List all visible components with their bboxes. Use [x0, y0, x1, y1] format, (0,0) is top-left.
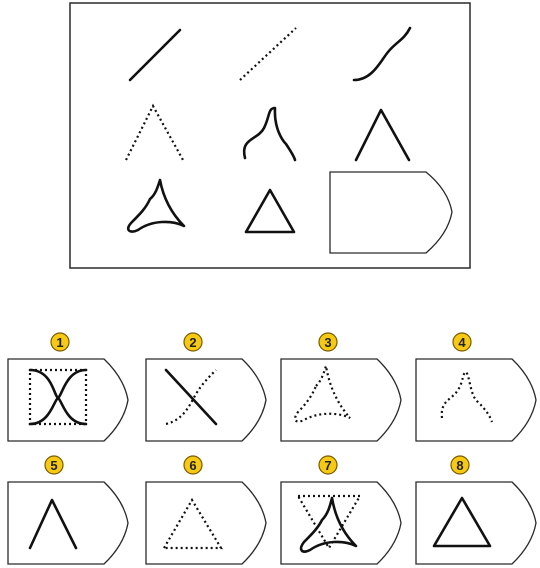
option-badge — [318, 455, 338, 475]
option-6[interactable]: 6 — [145, 455, 267, 565]
option-dotted-triangle — [162, 497, 223, 550]
option-2[interactable]: 2 — [145, 332, 267, 442]
option-badge — [450, 455, 470, 475]
option-tag — [7, 481, 129, 565]
cell-r2c2-curved-caret — [242, 106, 297, 162]
cell-r3c1-curved-triangle — [126, 178, 186, 233]
option-tag — [280, 358, 402, 442]
option-4[interactable]: 4 — [415, 332, 537, 442]
option-number: 8 — [456, 458, 463, 473]
option-tag — [415, 481, 537, 565]
option-badge — [183, 332, 203, 352]
option-dotted-curved-triangle — [294, 365, 351, 423]
option-5[interactable]: 5 — [7, 455, 129, 565]
answer-placeholder-tag — [329, 171, 453, 254]
cell-r1c1-solid-line — [128, 28, 182, 82]
option-dotted-curved-caret — [440, 370, 494, 423]
option-badge — [318, 332, 338, 352]
cell-r3c2-triangle — [244, 188, 296, 234]
cell-r1c3-curve — [352, 26, 412, 82]
option-number: 6 — [189, 458, 196, 473]
option-7[interactable]: 7 — [280, 455, 402, 565]
option-8[interactable]: 8 — [415, 455, 537, 565]
option-tag — [280, 481, 402, 565]
option-number: 1 — [56, 335, 63, 350]
option-badge — [44, 455, 64, 475]
option-dotted-inverted-triangle — [296, 494, 362, 551]
option-number: 4 — [458, 335, 466, 350]
option-solid-line — [164, 368, 218, 426]
option-3[interactable]: 3 — [280, 332, 402, 442]
option-curved-triangle — [299, 496, 358, 553]
option-tag — [415, 358, 537, 442]
option-badge — [183, 455, 203, 475]
option-dotted-curve — [165, 369, 217, 426]
option-badge — [452, 332, 472, 352]
option-curve — [28, 368, 88, 426]
option-solid-caret — [28, 498, 78, 550]
cell-r1c2-dotted-line — [239, 27, 297, 81]
option-badge — [50, 332, 70, 352]
option-number: 5 — [50, 458, 57, 473]
question-frame — [69, 2, 471, 269]
option-tag — [7, 358, 129, 442]
option-number: 2 — [189, 335, 196, 350]
option-tag — [145, 358, 267, 442]
option-tag — [145, 481, 267, 565]
option-solid-triangle — [432, 496, 492, 548]
cell-r2c3-solid-caret — [354, 108, 411, 162]
option-1[interactable]: 1 — [7, 332, 129, 442]
option-number: 3 — [324, 335, 331, 350]
cell-r2c1-dotted-caret — [125, 103, 184, 161]
option-number: 7 — [324, 458, 331, 473]
